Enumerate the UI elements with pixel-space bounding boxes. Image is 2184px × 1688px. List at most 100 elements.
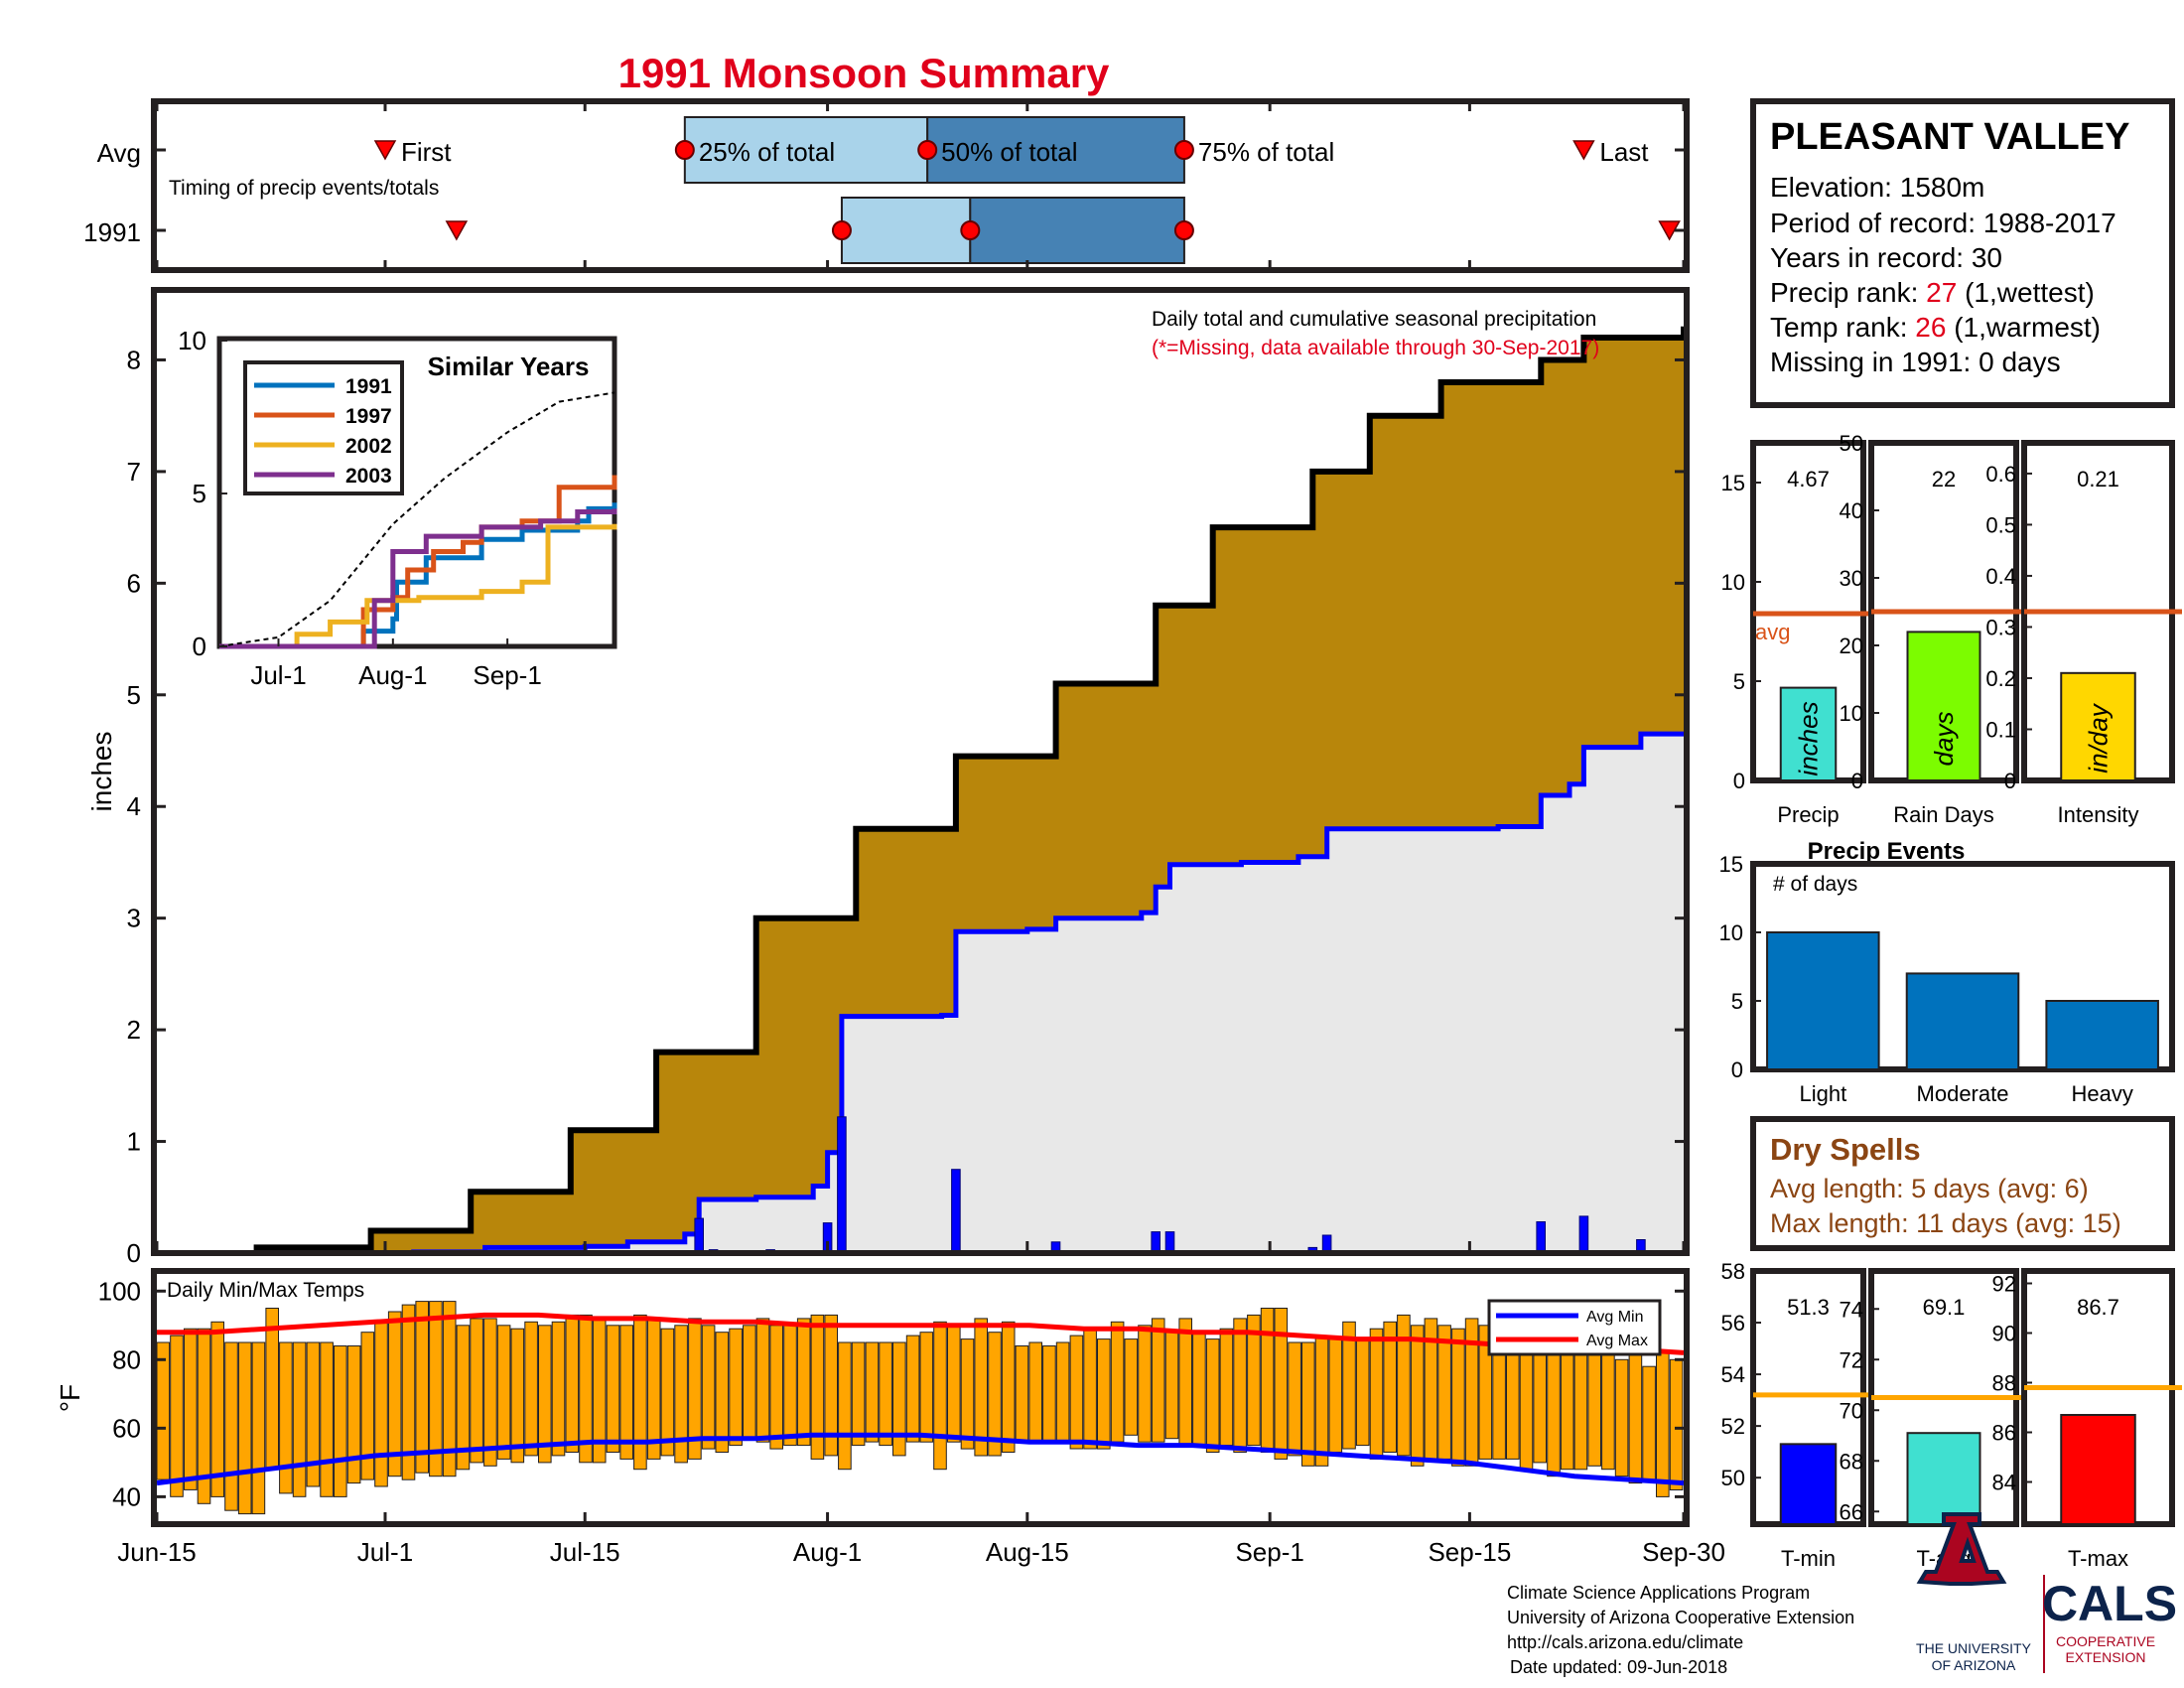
- intensity-y-tick-label: 0.4: [1985, 564, 2016, 589]
- daily-temp-bar: [470, 1318, 483, 1464]
- daily-temp-bar: [346, 1345, 361, 1484]
- daily-temp-bar: [769, 1325, 784, 1450]
- tavg-y-tick-label: 74: [1840, 1297, 1863, 1322]
- events-title: Precip Events: [1808, 838, 1966, 865]
- intensity-y-tick-label: 0.1: [1985, 717, 2016, 742]
- events-category-label: Moderate: [1917, 1081, 2009, 1106]
- raindays-value: 22: [1932, 467, 1956, 492]
- daily-temp-bar: [1437, 1325, 1451, 1460]
- intensity-value: 0.21: [2077, 467, 2119, 492]
- intensity-bar: [2060, 671, 2136, 781]
- temp-y-axis: 40 60 80 100: [98, 1276, 1687, 1511]
- daily-temp-bar: [1587, 1341, 1602, 1467]
- daily-temp-bar: [1151, 1318, 1165, 1443]
- daily-temp-bar: [1301, 1341, 1315, 1467]
- main-note: Daily total and cumulative seasonal prec…: [1152, 308, 1596, 331]
- precip-value: 4.67: [1787, 467, 1830, 492]
- inset-axes: 0 5 10 Jul-1 Aug-1 Sep-1: [178, 326, 542, 690]
- temp-legend: Avg Min Avg Max: [1487, 1299, 1662, 1356]
- daily-temp-bar: [838, 1341, 852, 1471]
- inset-legend: 1991 1997 2002 2003: [243, 360, 404, 495]
- dry-spells-frame: [1750, 1116, 2175, 1251]
- tavg-y-tick-label: 68: [1840, 1449, 1863, 1474]
- tavg-bar: [1906, 1432, 1981, 1525]
- temp-legend-frame: [1487, 1299, 1662, 1356]
- legend-1997: 1997: [345, 405, 392, 428]
- temp-y-tick-label: 60: [112, 1413, 141, 1443]
- daily-temp-bar: [1178, 1318, 1193, 1447]
- daily-precip-bar: [837, 1116, 847, 1254]
- timing-frame: [151, 98, 1690, 273]
- avg-last-marker: [1572, 140, 1595, 161]
- quantile-marker: [1173, 220, 1194, 240]
- tmax-y-tick-label: 86: [1992, 1421, 2016, 1446]
- station-period: Period of record: 1988-2017: [1770, 208, 2116, 238]
- inset-plot-area: [218, 391, 617, 649]
- quantile-marker: [674, 140, 695, 160]
- daily-temp-bar: [879, 1341, 892, 1447]
- tmax-y-tick-label: 88: [1992, 1371, 2016, 1396]
- precip-y-tick-label: 5: [1733, 669, 1745, 694]
- daily-temp-bar: [1164, 1332, 1179, 1440]
- daily-temp-bar: [1028, 1341, 1043, 1443]
- daily-temp-bar: [1015, 1345, 1029, 1443]
- tavg-y-tick-label: 66: [1840, 1499, 1863, 1524]
- daily-temp-bar: [320, 1341, 334, 1497]
- x-tick-label: Jul-1: [357, 1537, 413, 1567]
- temp-y-label: °F: [55, 1384, 85, 1412]
- daily-temp-bar: [1369, 1328, 1384, 1460]
- daily-temp-bar: [947, 1325, 961, 1443]
- events-y-tick-label: 0: [1731, 1057, 1743, 1082]
- timing-row-avg-label: Avg: [97, 138, 141, 168]
- timing-marks: [154, 116, 1687, 264]
- year-cumulative-area: [157, 731, 1684, 1253]
- daily-temp-bar: [905, 1335, 920, 1443]
- intensity-y-tick-label: 0.2: [1985, 666, 2016, 691]
- daily-temp-bar: [1601, 1341, 1615, 1471]
- daily-temp-bar: [224, 1341, 238, 1511]
- events-y-label: # of days: [1773, 873, 1857, 896]
- precip-label: Precip: [1777, 802, 1839, 827]
- daily-temp-bar: [1138, 1325, 1152, 1443]
- p75-label: 75% of total: [1198, 137, 1334, 167]
- avg-min-line: [156, 1432, 1685, 1486]
- last-label: Last: [1599, 137, 1649, 167]
- daily-temp-bar: [1573, 1351, 1588, 1471]
- daily-temp-bar: [633, 1314, 647, 1471]
- x-tick-label: Sep-1: [1235, 1537, 1303, 1567]
- daily-temp-bar: [646, 1318, 661, 1460]
- footer-date: Date updated: 09-Jun-2018: [1510, 1657, 1727, 1677]
- precip-rank-label: Precip rank:: [1770, 277, 1926, 308]
- daily-temp-bar: [1001, 1321, 1016, 1454]
- daily-temp-bar: [210, 1321, 224, 1497]
- inset-line-2002: [219, 523, 617, 649]
- daily-temp-bar: [1219, 1328, 1234, 1447]
- daily-temp-bar: [743, 1325, 756, 1440]
- dry-spells-max: Max length: 11 days (avg: 15): [1770, 1208, 2121, 1238]
- main-y-tick-label: 4: [127, 791, 141, 821]
- tmin-value: 51.3: [1787, 1295, 1830, 1320]
- raindays-y-tick-label: 20: [1840, 633, 1863, 658]
- legend-avg-max: Avg Max: [1586, 1333, 1648, 1349]
- daily-temp-bar: [892, 1341, 906, 1457]
- daily-precip-bar: [951, 1169, 961, 1254]
- daily-temp-bar: [538, 1325, 552, 1464]
- x-tick-label: Jun-15: [117, 1537, 197, 1567]
- precip-events-chart: Precip Events # of days 0 5 10 15 Light Moder…: [1719, 838, 2175, 1106]
- legend-2003: 2003: [345, 465, 392, 488]
- temp-rank-value: 26: [1915, 312, 1946, 343]
- x-tick-label: Jul-15: [550, 1537, 620, 1567]
- daily-temp-bar: [1124, 1338, 1139, 1436]
- timing-row-year-label: 1991: [83, 217, 141, 247]
- daily-temp-bar: [1192, 1332, 1206, 1447]
- inset-y-tick-label: 10: [178, 326, 206, 355]
- x-tick-label: Aug-15: [986, 1537, 1069, 1567]
- main-missing-note: (*=Missing, data available through 30-Se…: [1152, 337, 1599, 359]
- p25-label: 25% of total: [699, 137, 835, 167]
- raindays-label: Rain Days: [1893, 802, 1993, 827]
- daily-temp-bar: [429, 1301, 443, 1477]
- temp-chart: 40 60 80 100 °F Daily Min/Max Temps Avg Min…: [55, 1268, 1690, 1527]
- ua-logo-text-1: THE UNIVERSITY: [1916, 1640, 2032, 1656]
- daily-temp-bar: [933, 1321, 947, 1471]
